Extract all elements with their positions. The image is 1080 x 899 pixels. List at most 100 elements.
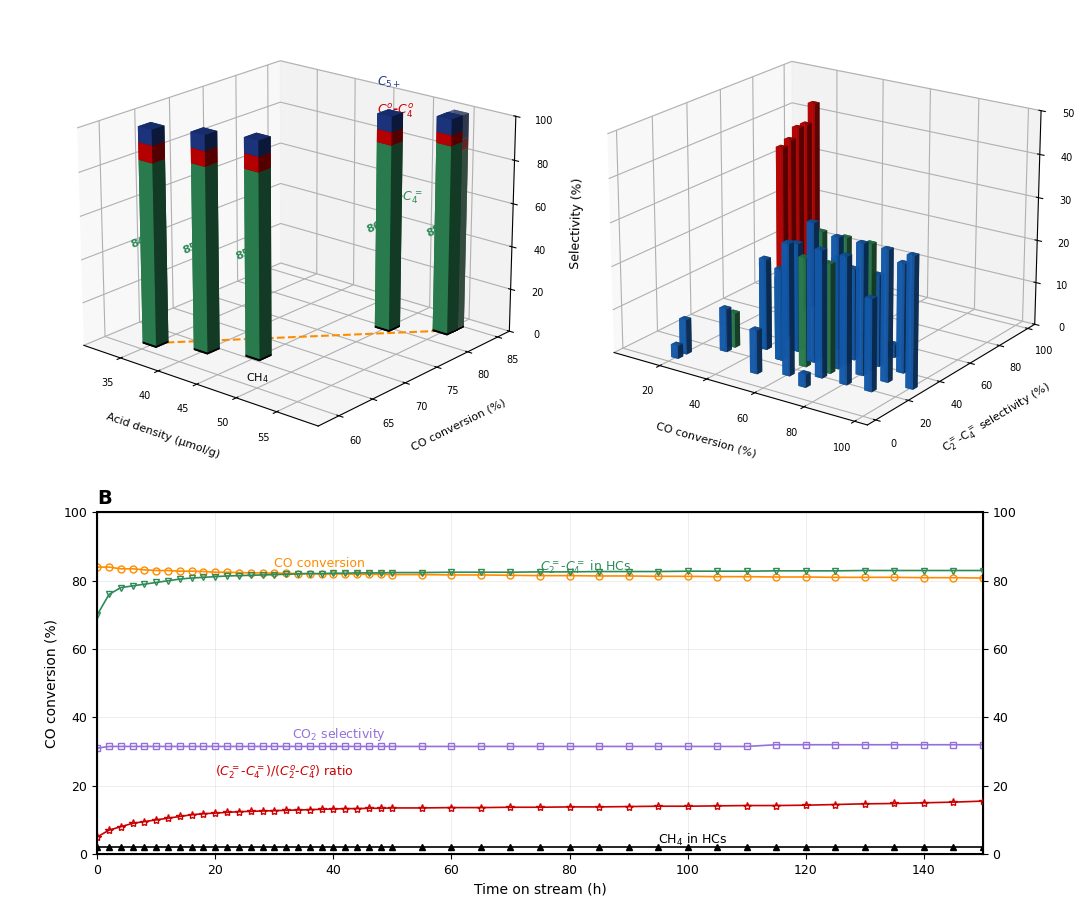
- CH$_4$ in HCs: [174, 841, 187, 852]
- CO conversion: [374, 569, 387, 580]
- Line: CO conversion: CO conversion: [94, 564, 986, 582]
- CO conversion: [474, 570, 487, 581]
- CO$_2$ selectivity: [327, 741, 340, 752]
- CH$_4$ in HCs: [976, 841, 989, 852]
- $(C_2^{=}$-$C_4^{=})/(C_2^o$-$C_4^o)$ ratio: [859, 798, 872, 809]
- CH$_4$ in HCs: [280, 841, 293, 852]
- CO$_2$ selectivity: [244, 741, 257, 752]
- CO conversion: [150, 565, 163, 576]
- CO conversion: [828, 572, 841, 583]
- $C_2^{=}$-$C_4^{=}$ in HCs: [445, 567, 458, 578]
- $C_2^{=}$-$C_4^{=}$ in HCs: [339, 568, 352, 579]
- $(C_2^{=}$-$C_4^{=})/(C_2^o$-$C_4^o)$ ratio: [292, 805, 305, 815]
- $(C_2^{=}$-$C_4^{=})/(C_2^o$-$C_4^o)$ ratio: [651, 801, 664, 812]
- $(C_2^{=}$-$C_4^{=})/(C_2^o$-$C_4^o)$ ratio: [197, 808, 210, 819]
- $C_2^{=}$-$C_4^{=}$ in HCs: [474, 567, 487, 578]
- CH$_4$ in HCs: [681, 841, 694, 852]
- $C_2^{=}$-$C_4^{=}$ in HCs: [220, 571, 233, 582]
- $C_2^{=}$-$C_4^{=}$ in HCs: [504, 567, 517, 578]
- CO$_2$ selectivity: [374, 741, 387, 752]
- CO conversion: [91, 562, 104, 573]
- $(C_2^{=}$-$C_4^{=})/(C_2^o$-$C_4^o)$ ratio: [138, 816, 151, 827]
- CO conversion: [103, 562, 116, 573]
- CO conversion: [799, 572, 812, 583]
- $(C_2^{=}$-$C_4^{=})/(C_2^o$-$C_4^o)$ ratio: [474, 802, 487, 813]
- CO$_2$ selectivity: [976, 739, 989, 750]
- CH$_4$ in HCs: [327, 841, 340, 852]
- CO conversion: [138, 565, 151, 575]
- CH$_4$ in HCs: [162, 841, 175, 852]
- CH$_4$ in HCs: [351, 841, 364, 852]
- CH$_4$ in HCs: [91, 841, 104, 852]
- $C_2^{=}$-$C_4^{=}$ in HCs: [103, 589, 116, 600]
- $(C_2^{=}$-$C_4^{=})/(C_2^o$-$C_4^o)$ ratio: [681, 801, 694, 812]
- $C_2^{=}$-$C_4^{=}$ in HCs: [622, 566, 635, 577]
- $(C_2^{=}$-$C_4^{=})/(C_2^o$-$C_4^o)$ ratio: [220, 807, 233, 818]
- $(C_2^{=}$-$C_4^{=})/(C_2^o$-$C_4^o)$ ratio: [303, 805, 316, 815]
- $C_2^{=}$-$C_4^{=}$ in HCs: [197, 572, 210, 583]
- CH$_4$ in HCs: [770, 841, 783, 852]
- $C_2^{=}$-$C_4^{=}$ in HCs: [534, 566, 546, 577]
- CO conversion: [197, 566, 210, 577]
- CH$_4$ in HCs: [859, 841, 872, 852]
- $(C_2^{=}$-$C_4^{=})/(C_2^o$-$C_4^o)$ ratio: [244, 806, 257, 816]
- $(C_2^{=}$-$C_4^{=})/(C_2^o$-$C_4^o)$ ratio: [504, 802, 517, 813]
- CO$_2$ selectivity: [280, 741, 293, 752]
- CH$_4$ in HCs: [474, 841, 487, 852]
- CH$_4$ in HCs: [445, 841, 458, 852]
- CO$_2$ selectivity: [256, 741, 269, 752]
- CO conversion: [445, 570, 458, 581]
- Text: B: B: [97, 489, 112, 508]
- CO conversion: [208, 567, 221, 578]
- $C_2^{=}$-$C_4^{=}$ in HCs: [416, 567, 429, 578]
- Line: CH$_4$ in HCs: CH$_4$ in HCs: [94, 844, 986, 850]
- CO$_2$ selectivity: [362, 741, 375, 752]
- CO conversion: [563, 570, 576, 581]
- $C_2^{=}$-$C_4^{=}$ in HCs: [799, 565, 812, 576]
- $C_2^{=}$-$C_4^{=}$ in HCs: [232, 570, 245, 581]
- Text: CO$_2$ selectivity: CO$_2$ selectivity: [292, 725, 386, 743]
- $(C_2^{=}$-$C_4^{=})/(C_2^o$-$C_4^o)$ ratio: [593, 802, 606, 813]
- X-axis label: Time on stream (h): Time on stream (h): [474, 882, 606, 896]
- CH$_4$ in HCs: [888, 841, 901, 852]
- CH$_4$ in HCs: [244, 841, 257, 852]
- Y-axis label: CO conversion (%): CO conversion (%): [409, 397, 507, 452]
- CO$_2$ selectivity: [534, 741, 546, 752]
- $C_2^{=}$-$C_4^{=}$ in HCs: [976, 565, 989, 576]
- CO$_2$ selectivity: [799, 739, 812, 750]
- CO$_2$ selectivity: [208, 741, 221, 752]
- CO conversion: [770, 572, 783, 583]
- Line: $C_2^{=}$-$C_4^{=}$ in HCs: $C_2^{=}$-$C_4^{=}$ in HCs: [94, 567, 986, 619]
- $(C_2^{=}$-$C_4^{=})/(C_2^o$-$C_4^o)$ ratio: [327, 804, 340, 814]
- $(C_2^{=}$-$C_4^{=})/(C_2^o$-$C_4^o)$ ratio: [445, 802, 458, 813]
- CH$_4$ in HCs: [208, 841, 221, 852]
- Text: $(C_2^{=}$-$C_4^{=})/(C_2^o$-$C_4^o)$ ratio: $(C_2^{=}$-$C_4^{=})/(C_2^o$-$C_4^o)$ ra…: [215, 763, 354, 781]
- CO$_2$ selectivity: [114, 741, 127, 752]
- CO conversion: [303, 568, 316, 579]
- CO$_2$ selectivity: [162, 741, 175, 752]
- CO$_2$ selectivity: [138, 741, 151, 752]
- $C_2^{=}$-$C_4^{=}$ in HCs: [268, 569, 281, 580]
- CO$_2$ selectivity: [917, 739, 930, 750]
- X-axis label: CO conversion (%): CO conversion (%): [654, 421, 757, 459]
- CO$_2$ selectivity: [268, 741, 281, 752]
- CH$_4$ in HCs: [103, 841, 116, 852]
- $C_2^{=}$-$C_4^{=}$ in HCs: [740, 565, 753, 576]
- CO conversion: [351, 569, 364, 580]
- CO conversion: [256, 567, 269, 578]
- $C_2^{=}$-$C_4^{=}$ in HCs: [351, 567, 364, 578]
- CH$_4$ in HCs: [622, 841, 635, 852]
- $(C_2^{=}$-$C_4^{=})/(C_2^o$-$C_4^o)$ ratio: [563, 802, 576, 813]
- CH$_4$ in HCs: [947, 841, 960, 852]
- CO$_2$ selectivity: [474, 741, 487, 752]
- CO$_2$ selectivity: [232, 741, 245, 752]
- CO$_2$ selectivity: [681, 741, 694, 752]
- CH$_4$ in HCs: [563, 841, 576, 852]
- CO$_2$ selectivity: [386, 741, 399, 752]
- $C_2^{=}$-$C_4^{=}$ in HCs: [593, 566, 606, 577]
- Text: CH$_4$ in HCs: CH$_4$ in HCs: [658, 832, 728, 848]
- $(C_2^{=}$-$C_4^{=})/(C_2^o$-$C_4^o)$ ratio: [232, 806, 245, 817]
- CO$_2$ selectivity: [416, 741, 429, 752]
- $(C_2^{=}$-$C_4^{=})/(C_2^o$-$C_4^o)$ ratio: [114, 822, 127, 832]
- Text: $C_2^{=}$-$C_4^{=}$: $C_2^{=}$-$C_4^{=}$: [377, 189, 423, 206]
